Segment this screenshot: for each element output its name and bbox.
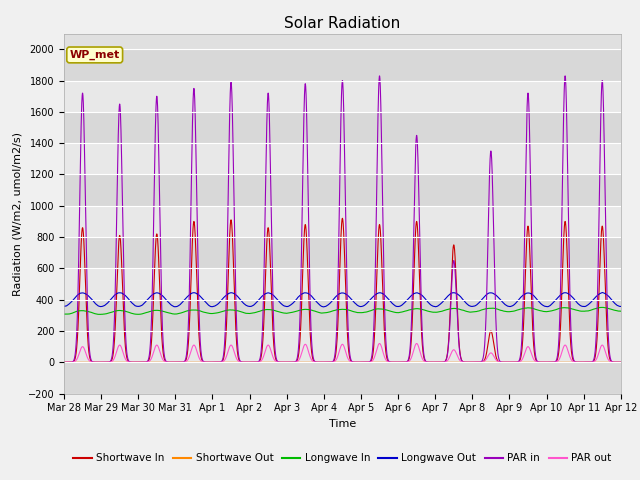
Bar [64, 206, 621, 237]
PAR out [60, 360, 68, 365]
Line: PAR in: PAR in [64, 76, 621, 362]
Bar [64, 362, 621, 394]
PAR in [160, 350, 168, 356]
Shortwave Out [616, 360, 624, 365]
Longwave In [160, 309, 168, 314]
PAR out [616, 360, 624, 365]
PAR in [431, 360, 439, 365]
Shortwave In [60, 360, 68, 365]
Longwave In [598, 304, 606, 310]
Longwave Out [598, 289, 606, 295]
Longwave Out [499, 300, 507, 305]
PAR in [322, 360, 330, 365]
Longwave In [322, 310, 330, 316]
PAR in [60, 360, 68, 365]
Bar [64, 143, 621, 174]
Text: WP_met: WP_met [70, 50, 120, 60]
Title: Solar Radiation: Solar Radiation [284, 16, 401, 31]
Legend: Shortwave In, Shortwave Out, Longwave In, Longwave Out, PAR in, PAR out: Shortwave In, Shortwave Out, Longwave In… [69, 449, 616, 468]
Longwave In [499, 308, 507, 313]
PAR in [617, 360, 625, 365]
Bar [64, 174, 621, 206]
Longwave Out [322, 303, 330, 309]
Longwave Out [467, 303, 475, 309]
Line: Longwave Out: Longwave Out [64, 292, 621, 307]
Bar [64, 237, 621, 268]
Line: Shortwave In: Shortwave In [64, 218, 621, 362]
Line: PAR out: PAR out [64, 344, 621, 362]
Longwave In [436, 309, 444, 314]
Longwave In [60, 312, 68, 317]
PAR out [436, 360, 444, 365]
Shortwave Out [617, 360, 625, 365]
Bar [64, 112, 621, 143]
Shortwave In [468, 360, 476, 365]
Longwave Out [60, 303, 68, 309]
Shortwave In [160, 355, 168, 361]
PAR out [160, 358, 168, 364]
PAR in [467, 360, 475, 365]
Shortwave Out [436, 360, 444, 365]
Line: Longwave In: Longwave In [64, 307, 621, 314]
Shortwave In [322, 360, 330, 365]
Shortwave In [467, 360, 475, 365]
PAR out [468, 360, 476, 365]
X-axis label: Time: Time [329, 419, 356, 429]
Bar [64, 49, 621, 81]
PAR out [499, 360, 507, 365]
Shortwave In [339, 216, 346, 221]
Shortwave Out [160, 360, 168, 365]
Shortwave Out [467, 360, 475, 365]
Longwave In [467, 309, 475, 315]
PAR in [616, 360, 624, 365]
Shortwave In [436, 360, 444, 365]
Longwave In [96, 312, 104, 317]
Y-axis label: Radiation (W/m2, umol/m2/s): Radiation (W/m2, umol/m2/s) [12, 132, 22, 296]
Shortwave Out [322, 360, 330, 365]
Bar [64, 300, 621, 331]
Longwave Out [436, 301, 444, 307]
Shortwave Out [60, 360, 68, 365]
Longwave Out [616, 303, 624, 309]
Bar [64, 268, 621, 300]
Bar [64, 81, 621, 112]
Longwave Out [160, 294, 168, 300]
PAR out [322, 360, 330, 365]
Longwave In [616, 308, 624, 314]
Shortwave In [617, 360, 625, 365]
PAR out [617, 360, 625, 365]
Longwave Out [617, 303, 625, 309]
PAR in [376, 73, 383, 79]
Bar [64, 331, 621, 362]
PAR out [467, 360, 475, 365]
Longwave Out [319, 304, 327, 310]
Shortwave In [616, 360, 624, 365]
PAR in [499, 360, 507, 365]
Shortwave In [499, 360, 507, 365]
Longwave In [617, 308, 625, 314]
PAR in [436, 360, 444, 365]
Shortwave Out [499, 360, 506, 365]
PAR out [376, 341, 383, 347]
